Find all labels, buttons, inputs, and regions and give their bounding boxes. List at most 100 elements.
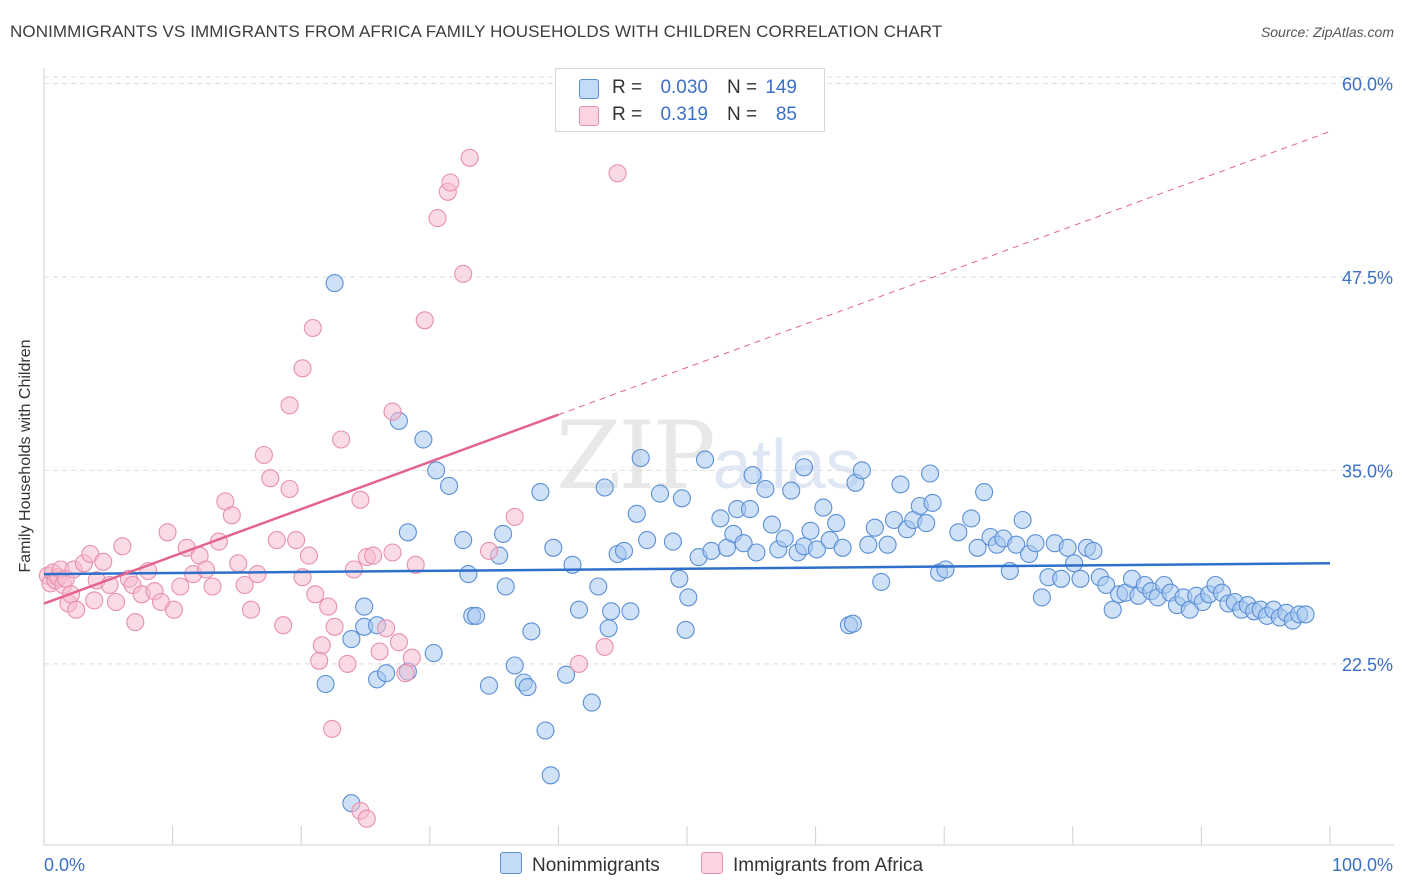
africa-point	[396, 664, 415, 683]
y-tick-label: 60.0%	[1342, 74, 1393, 94]
africa-point	[364, 546, 383, 565]
y-axis-title: Family Households with Children	[17, 339, 34, 573]
nonimmigrant-point	[949, 523, 968, 542]
nonimmigrant-point	[872, 572, 891, 591]
africa-point	[306, 585, 325, 604]
africa-point	[383, 543, 402, 562]
nonimmigrant-point	[531, 483, 550, 502]
legend-n-value: 149	[765, 77, 797, 98]
nonimmigrant-point	[595, 478, 614, 497]
nonimmigrant-point	[1007, 535, 1026, 554]
bottom-legend-swatch-pink	[701, 852, 723, 874]
africa-point	[323, 719, 342, 738]
africa-point	[235, 575, 254, 595]
nonimmigrant-point	[1026, 534, 1045, 553]
nonimmigrant-point	[865, 518, 884, 537]
africa-point	[267, 531, 286, 550]
africa-point	[460, 148, 479, 167]
nonimmigrant-point	[1084, 541, 1103, 560]
africa-point	[357, 809, 376, 828]
nonimmigrant-point	[631, 448, 650, 468]
nonimmigrant-point	[582, 693, 601, 712]
africa-point	[479, 541, 499, 560]
nonimmigrant-trend-line	[43, 562, 1331, 576]
nonimmigrant-point	[975, 483, 994, 502]
nonimmigrant-point	[833, 538, 852, 557]
legend-swatch-blue	[579, 79, 599, 99]
africa-point	[171, 577, 190, 596]
africa-point	[441, 173, 460, 192]
bottom-legend-nonimmigrants: Nonimmigrants	[500, 852, 660, 876]
nonimmigrant-point	[602, 602, 621, 621]
bottom-legend-swatch-blue	[500, 852, 522, 874]
africa-point	[254, 445, 273, 465]
africa-point	[325, 617, 344, 636]
nonimmigrant-point	[325, 274, 344, 293]
africa-point	[310, 651, 329, 670]
legend-n-label: N =	[727, 104, 758, 125]
africa-point	[113, 537, 132, 556]
nonimmigrant-point	[427, 461, 446, 480]
nonimmigrant-point	[614, 541, 634, 560]
africa-point	[454, 264, 473, 283]
nonimmigrant-point	[569, 600, 589, 619]
nonimmigrant-point	[884, 510, 904, 530]
nonimmigrant-point	[878, 535, 897, 554]
africa-point	[85, 591, 104, 610]
africa-point	[569, 654, 589, 673]
nonimmigrant-point	[859, 535, 878, 554]
africa-point	[338, 654, 357, 673]
nonimmigrant-point	[638, 531, 657, 550]
nonimmigrant-point	[1296, 605, 1315, 624]
source-label: Source: ZipAtlas.com	[1260, 24, 1394, 40]
nonimmigrant-point	[782, 481, 801, 500]
nonimmigrant-point	[557, 665, 576, 684]
africa-point	[106, 592, 126, 612]
nonimmigrant-point	[801, 521, 820, 540]
nonimmigrant-point	[1052, 569, 1071, 588]
africa-point	[370, 642, 389, 661]
africa-point	[280, 479, 299, 499]
stats-legend: R = 0.030 N = 149 R = 0.319 N = 85	[555, 68, 825, 132]
x-tick-label: 100.0%	[1332, 855, 1393, 875]
nonimmigrant-point	[762, 515, 781, 534]
africa-point	[196, 560, 216, 579]
africa-point	[377, 619, 396, 638]
nonimmigrant-point	[827, 514, 846, 533]
nonimmigrant-point	[807, 540, 826, 559]
africa-point	[415, 311, 434, 330]
nonimmigrant-point	[494, 524, 513, 543]
nonimmigrant-point	[917, 514, 936, 533]
legend-row-nonimmigrants: R = 0.030 N = 149	[556, 77, 824, 103]
legend-r-value: 0.319	[660, 104, 708, 125]
africa-point	[319, 597, 338, 616]
africa-point	[203, 577, 222, 596]
africa-point	[608, 164, 627, 183]
nonimmigrant-point	[424, 644, 443, 663]
nonimmigrant-point	[962, 509, 981, 528]
y-tick-label: 22.5%	[1342, 655, 1393, 675]
nonimmigrant-point	[852, 461, 871, 480]
africa-point	[344, 560, 363, 579]
africa-point	[383, 402, 402, 421]
africa-point	[505, 507, 524, 526]
africa-point	[293, 359, 312, 378]
africa-point	[402, 648, 421, 667]
nonimmigrant-point	[505, 656, 524, 675]
legend-r-label: R =	[612, 77, 643, 98]
nonimmigrant-point	[518, 678, 537, 697]
nonimmigrant-point	[627, 504, 646, 523]
africa-point	[287, 531, 306, 550]
africa-point	[158, 523, 177, 542]
africa-point	[299, 546, 318, 565]
nonimmigrant-point	[936, 560, 955, 579]
nonimmigrant-point	[1058, 538, 1077, 557]
africa-point	[67, 600, 86, 619]
nonimmigrant-point	[536, 721, 555, 740]
bottom-legend-label: Nonimmigrants	[532, 855, 660, 876]
nonimmigrant-point	[522, 622, 541, 641]
legend-r-value: 0.030	[660, 77, 708, 98]
nonimmigrant-point	[740, 500, 760, 519]
bottom-legend-label: Immigrants from Africa	[733, 855, 924, 876]
nonimmigrant-point	[923, 493, 942, 512]
